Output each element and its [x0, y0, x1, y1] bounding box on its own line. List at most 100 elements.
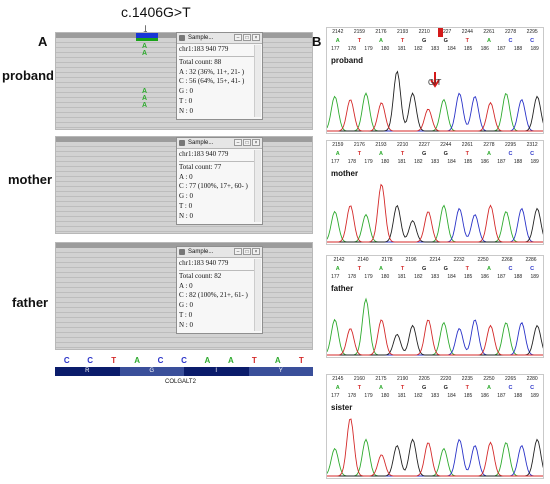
base-position: 185: [464, 274, 473, 280]
base-position: 178: [347, 159, 357, 165]
base-position: 177: [331, 274, 340, 280]
base-position: 188: [513, 274, 523, 280]
sample-popup-father[interactable]: Sample... – □ × chr1:183 940 779 Total cou…: [176, 246, 263, 334]
maximize-icon[interactable]: □: [243, 248, 251, 255]
base-position: 188: [513, 159, 523, 165]
called-base: C: [530, 266, 535, 272]
base-position: 189: [530, 274, 539, 280]
called-base: T: [357, 38, 362, 44]
gene-label: COLGALT2: [165, 379, 196, 385]
popup-count-c: C : 77 (100%, 17+, 60- ): [179, 182, 248, 191]
called-base: C: [530, 38, 535, 44]
trace-tick: 2250: [483, 376, 495, 382]
base-position: 179: [364, 274, 373, 280]
base-position: 178: [347, 46, 357, 52]
chromatogram-member-label: mother: [331, 169, 359, 178]
minimize-icon[interactable]: –: [234, 139, 242, 146]
popup-title-bar[interactable]: Sample... – □ ×: [177, 247, 262, 258]
popup-count-t: T : 0: [179, 310, 193, 319]
base-position: 184: [447, 159, 456, 165]
trace-tick: 2210: [397, 142, 409, 148]
base-position: 182: [414, 46, 423, 52]
base-position: 181: [397, 46, 406, 52]
trace-tick: 2261: [483, 29, 495, 35]
popup-position: chr1:183 940 779: [179, 259, 229, 267]
maximize-icon[interactable]: □: [243, 34, 251, 41]
base-position: 187: [497, 159, 506, 165]
popup-title-bar[interactable]: Sample... – □ ×: [177, 33, 262, 44]
trace-tick: 2265: [504, 376, 517, 382]
trace-tick: 2278: [504, 29, 517, 35]
base-position: 185: [464, 46, 473, 52]
trace-tick: 2227: [418, 142, 430, 148]
trace-a: [327, 92, 543, 132]
member-label-proband: proband: [2, 68, 54, 83]
base-position: 186: [480, 393, 489, 399]
called-base: A: [486, 38, 491, 44]
popup-title-bar[interactable]: Sample... – □ ×: [177, 138, 262, 149]
called-base: C: [530, 385, 535, 391]
trace-t: [327, 99, 543, 132]
chromatogram-mother: 2159 2176 2193 2210 2227 2244 2261 2278 2295 2312…: [326, 140, 544, 245]
pin-icon[interactable]: [179, 35, 185, 41]
popup-count-c: C : 56 (64%, 15+, 41- ): [179, 77, 245, 86]
called-base: A: [335, 38, 340, 44]
popup-count-c: C : 82 (100%, 21+, 61- ): [179, 291, 248, 300]
trace-tick: 2312: [526, 142, 538, 148]
called-base: A: [486, 151, 491, 157]
popup-scrollbar[interactable]: [254, 259, 261, 331]
pin-icon[interactable]: [179, 140, 185, 146]
base-position: 189: [530, 393, 539, 399]
called-base: C: [508, 151, 513, 157]
trace-tick: 2160: [353, 376, 365, 382]
sample-popup-mother[interactable]: Sample... – □ × chr1:183 940 779 Total cou…: [176, 137, 263, 225]
amino-acid: G: [119, 367, 184, 376]
popup-count-t: T : 0: [179, 201, 193, 210]
trace-tick: 2190: [397, 376, 409, 382]
base-position: 182: [414, 159, 423, 165]
popup-count-a: A : 0: [179, 281, 193, 290]
member-label-mother: mother: [8, 172, 53, 187]
base-position: 183: [430, 393, 440, 399]
called-base: A: [378, 385, 383, 391]
called-base: G: [422, 151, 427, 157]
trace-tick: 2176: [353, 142, 365, 148]
popup-scrollbar[interactable]: [254, 45, 261, 117]
called-base: G: [443, 266, 448, 272]
chromatogram-member-label: father: [331, 284, 354, 293]
maximize-icon[interactable]: □: [243, 139, 251, 146]
popup-scrollbar[interactable]: [254, 150, 261, 222]
base-position: 183: [430, 159, 440, 165]
called-base: A: [378, 266, 383, 272]
popup-count-n: N : 0: [179, 106, 193, 115]
trace-tick: 2193: [375, 142, 387, 148]
base-position: 178: [347, 393, 357, 399]
trace-tick: 2232: [453, 257, 465, 263]
chromatogram-member-label: proband: [331, 56, 363, 65]
popup-count-a: A : 0: [179, 172, 193, 181]
trace-a: [327, 297, 543, 356]
pin-icon[interactable]: [179, 249, 185, 255]
close-icon[interactable]: ×: [252, 248, 260, 255]
base-position: 184: [447, 46, 456, 52]
close-icon[interactable]: ×: [252, 139, 260, 146]
trace-plot: [327, 183, 543, 243]
trace-tick: 2210: [418, 29, 430, 35]
base-position: 181: [397, 274, 406, 280]
reference-base: C: [87, 356, 94, 365]
close-icon[interactable]: ×: [252, 34, 260, 41]
trace-a: [327, 204, 543, 243]
trace-plot: [327, 418, 543, 477]
trace-tick: 2196: [405, 257, 417, 263]
minimize-icon[interactable]: –: [234, 248, 242, 255]
sample-popup-proband[interactable]: Sample... – □ × chr1:183 940 779 Total cou…: [176, 32, 263, 120]
minimize-icon[interactable]: –: [234, 34, 242, 41]
called-base: G: [443, 151, 448, 157]
called-base: C: [508, 38, 513, 44]
base-position: 188: [513, 393, 523, 399]
trace-tick: 2176: [375, 29, 387, 35]
called-base: G: [422, 266, 427, 272]
trace-tick: 2159: [353, 29, 365, 35]
coverage-mark: [136, 38, 158, 41]
